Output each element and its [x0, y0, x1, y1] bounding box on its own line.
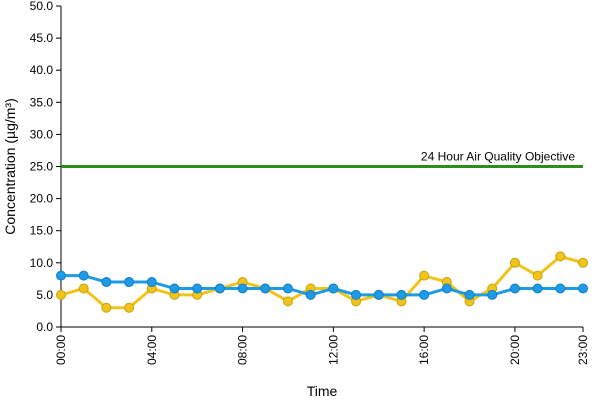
data-point — [328, 283, 339, 294]
data-point — [305, 289, 316, 300]
y-axis-ticks: 0.0 5.0 10.0 15.0 20.0 25.0 30.0 35.0 40.0 45.0 50… — [30, 0, 61, 334]
series-layer — [56, 251, 588, 313]
x-tick-label: 23:00 — [576, 335, 590, 365]
y-axis-title: Concentration (µg/m³) — [2, 98, 18, 234]
data-point — [555, 283, 566, 294]
data-point — [237, 283, 248, 294]
y-tick-label: 45.0 — [30, 31, 54, 45]
data-point — [555, 251, 566, 262]
y-tick-label: 35.0 — [30, 95, 54, 109]
data-point — [101, 277, 112, 288]
y-tick-label: 5.0 — [36, 288, 53, 302]
x-tick-label: 08:00 — [236, 335, 250, 365]
data-point — [124, 277, 135, 288]
x-tick-label: 16:00 — [417, 335, 431, 365]
data-point — [214, 283, 225, 294]
y-tick-label: 10.0 — [30, 256, 54, 270]
data-point — [282, 283, 293, 294]
data-point — [146, 277, 157, 288]
data-point — [260, 283, 271, 294]
data-point — [101, 302, 112, 313]
x-tick-label: 20:00 — [508, 335, 522, 365]
x-tick-label: 00:00 — [54, 335, 68, 365]
y-tick-label: 0.0 — [36, 320, 53, 334]
data-point — [169, 283, 180, 294]
y-tick-label: 20.0 — [30, 192, 54, 206]
data-point — [509, 283, 520, 294]
data-point — [509, 257, 520, 268]
data-point — [532, 283, 543, 294]
data-point — [578, 257, 588, 268]
series-1 — [56, 270, 588, 300]
data-point — [532, 270, 543, 281]
data-point — [78, 283, 89, 294]
data-point — [351, 289, 362, 300]
x-axis-title: Time — [307, 383, 338, 399]
data-point — [373, 289, 384, 300]
x-axis-ticks: 00:00 04:00 08:00 12:00 16:00 20:00 23:00 — [54, 327, 590, 365]
y-tick-label: 50.0 — [30, 0, 54, 13]
data-point — [78, 270, 89, 281]
series-line — [61, 274, 583, 297]
data-point — [192, 283, 203, 294]
y-tick-label: 25.0 — [30, 160, 54, 174]
data-point — [419, 270, 430, 281]
data-point — [578, 283, 588, 294]
x-tick-label: 04:00 — [145, 335, 159, 365]
x-tick-label: 12:00 — [326, 335, 340, 365]
data-point — [441, 283, 452, 294]
y-tick-label: 15.0 — [30, 224, 54, 238]
data-point — [56, 289, 66, 300]
data-point — [282, 296, 293, 307]
data-point — [396, 289, 407, 300]
data-point — [464, 289, 475, 300]
data-point — [124, 302, 135, 313]
data-point — [419, 289, 430, 300]
objective-label: 24 Hour Air Quality Objective — [421, 150, 575, 164]
data-point — [56, 270, 66, 281]
y-tick-label: 30.0 — [30, 127, 54, 141]
data-point — [487, 289, 498, 300]
y-tick-label: 40.0 — [30, 63, 54, 77]
